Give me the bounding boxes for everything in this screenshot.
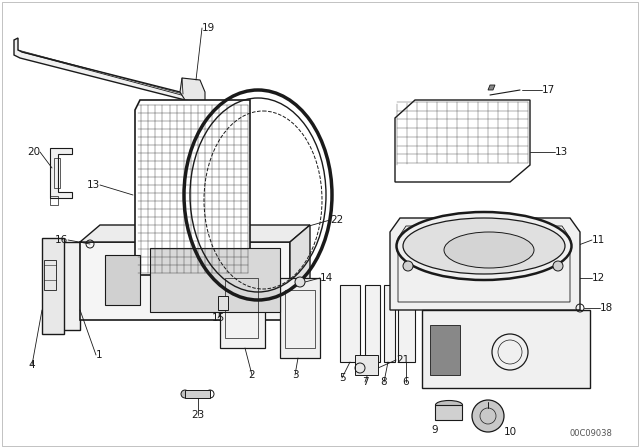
Polygon shape [365, 285, 380, 362]
Polygon shape [430, 325, 460, 375]
Polygon shape [395, 100, 530, 182]
Polygon shape [355, 355, 378, 375]
Polygon shape [150, 248, 280, 312]
Circle shape [472, 400, 504, 432]
Text: 15: 15 [211, 313, 225, 323]
Polygon shape [50, 148, 72, 198]
Text: 10: 10 [504, 427, 516, 437]
Text: 12: 12 [592, 273, 605, 283]
Circle shape [295, 277, 305, 287]
Polygon shape [290, 225, 310, 320]
Text: 7: 7 [362, 377, 368, 387]
Text: 8: 8 [381, 377, 387, 387]
Text: 5: 5 [339, 373, 346, 383]
Polygon shape [135, 100, 250, 275]
Polygon shape [398, 285, 415, 362]
Text: 17: 17 [542, 85, 556, 95]
Ellipse shape [397, 212, 572, 280]
Polygon shape [14, 38, 200, 100]
Ellipse shape [181, 390, 189, 398]
Polygon shape [180, 78, 205, 102]
Text: 22: 22 [330, 215, 343, 225]
Polygon shape [185, 390, 210, 398]
Polygon shape [435, 405, 462, 420]
Text: 3: 3 [292, 370, 298, 380]
Polygon shape [105, 255, 140, 305]
Text: 19: 19 [202, 23, 215, 33]
Text: 13: 13 [87, 180, 100, 190]
Text: 2: 2 [249, 370, 255, 380]
Text: 1: 1 [96, 350, 102, 360]
Polygon shape [340, 285, 360, 362]
Polygon shape [390, 218, 580, 310]
Polygon shape [62, 242, 80, 330]
Text: 20: 20 [27, 147, 40, 157]
Text: 16: 16 [55, 235, 68, 245]
Polygon shape [384, 285, 395, 362]
Text: 14: 14 [320, 273, 333, 283]
Text: 13: 13 [555, 147, 568, 157]
Ellipse shape [444, 232, 534, 268]
Text: 18: 18 [600, 303, 613, 313]
Text: 00C09038: 00C09038 [569, 429, 612, 438]
Ellipse shape [403, 218, 565, 274]
Polygon shape [42, 238, 64, 334]
Circle shape [553, 261, 563, 271]
Polygon shape [280, 278, 320, 358]
Circle shape [403, 261, 413, 271]
Polygon shape [80, 242, 290, 320]
Polygon shape [218, 296, 228, 310]
Text: 23: 23 [191, 410, 205, 420]
Polygon shape [488, 85, 495, 90]
Polygon shape [422, 310, 590, 388]
Text: 21: 21 [396, 355, 409, 365]
Text: 4: 4 [29, 360, 35, 370]
Text: 11: 11 [592, 235, 605, 245]
Polygon shape [80, 225, 310, 242]
Ellipse shape [435, 401, 463, 409]
Text: 6: 6 [403, 377, 410, 387]
Text: 9: 9 [432, 425, 438, 435]
Polygon shape [220, 268, 265, 348]
